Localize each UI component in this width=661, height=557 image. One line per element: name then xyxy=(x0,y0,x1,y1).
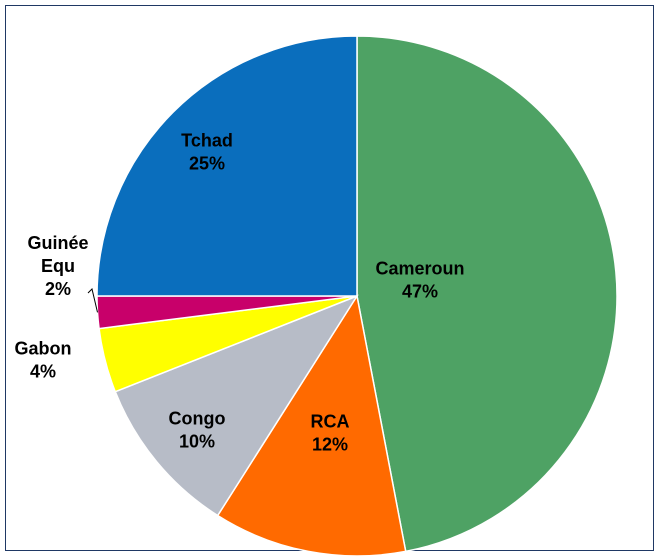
pie-slice-tchad xyxy=(96,35,358,297)
pie-slices xyxy=(96,35,618,557)
pie-slice-cameroun xyxy=(356,35,618,553)
leader-lines xyxy=(87,288,98,313)
pie-slice-congo xyxy=(114,294,359,517)
leader-line-guinee-equ xyxy=(87,288,98,313)
slice-label-tchad: Tchad 25% xyxy=(181,131,233,174)
slice-label-congo: Congo 10% xyxy=(169,409,226,452)
slice-label-gabon: Gabon 4% xyxy=(15,339,72,382)
pie-slice-rca xyxy=(216,293,407,557)
slice-labels: Cameroun 47% RCA 12% Congo 10% Gabon 4% Guinée Eq… xyxy=(15,131,465,455)
slice-label-guin-e-equ: Guinée Equ 2% xyxy=(27,233,88,299)
slice-label-rca: RCA 12% xyxy=(311,412,350,455)
slice-label-cameroun: Cameroun 47% xyxy=(375,259,464,302)
